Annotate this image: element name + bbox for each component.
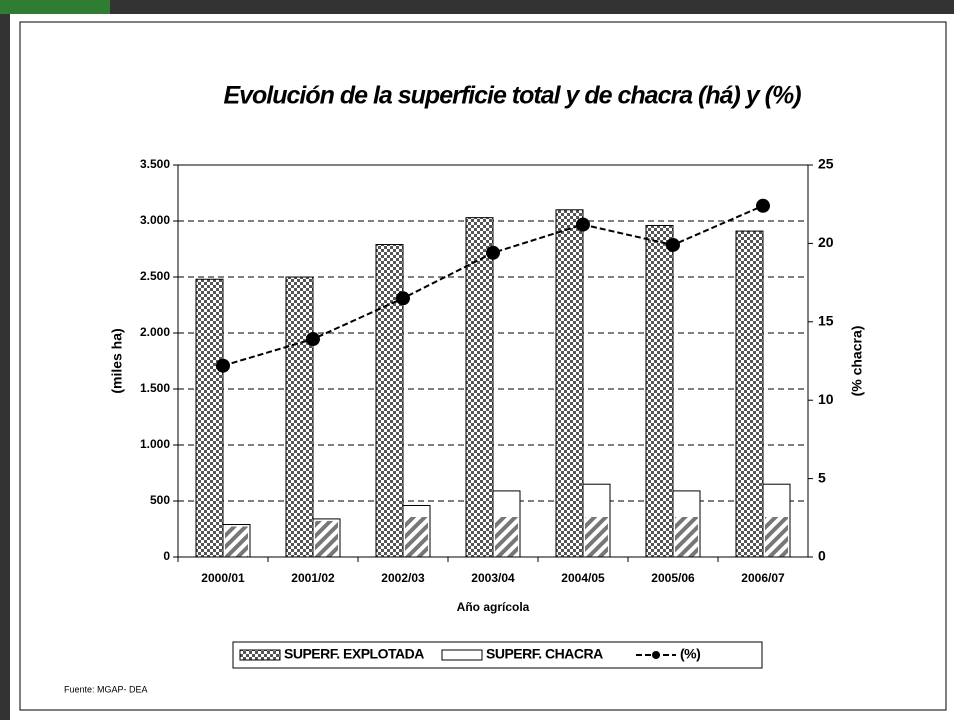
bar [735,230,764,558]
line-marker [396,291,410,306]
line-marker [666,237,680,252]
y2-tick-label: 10 [818,391,834,407]
bar [375,244,404,558]
line-marker [576,217,590,232]
legend-label: SUPERF. EXPLOTADA [284,646,424,662]
x-tick-label: 2004/05 [561,571,605,585]
x-axis-title: Año agrícola [457,600,530,614]
y2-tick-label: 15 [818,313,834,329]
frame-accent [0,0,110,14]
x-tick-label: 2006/07 [741,571,785,585]
y-tick-label: 2.500 [140,269,170,283]
x-tick-label: 2005/06 [651,571,695,585]
bar-hatch [315,520,338,557]
bar-hatch [585,517,608,557]
y-tick-label: 2.000 [140,325,170,339]
line-marker [486,245,500,260]
bar-hatch [495,517,518,557]
y-tick-label: 500 [150,493,170,507]
bar [555,209,584,558]
y-tick-label: 3.000 [140,213,170,227]
bar-hatch [405,517,428,557]
x-tick-label: 2002/03 [381,571,425,585]
x-tick-label: 2003/04 [471,571,515,585]
source-note: Fuente: MGAP- DEA [64,684,148,694]
bar-hatch [225,526,248,557]
bar [465,217,494,558]
legend-label: SUPERF. CHACRA [486,646,603,662]
bar [285,276,314,558]
y2-tick-label: 5 [818,469,826,485]
y-tick-label: 3.500 [140,157,170,171]
x-tick-label: 2000/01 [201,571,245,585]
bar [195,278,224,558]
legend-swatch [441,649,483,661]
legend-label: (%) [680,646,700,662]
y2-tick-label: 25 [818,156,834,172]
bar-hatch [765,517,788,557]
bar [645,224,674,558]
line-marker [216,358,230,373]
y2-axis-title: (% chacra) [849,326,865,397]
y2-tick-label: 20 [818,234,834,250]
y-tick-label: 1.500 [140,381,170,395]
legend-swatch [239,649,281,661]
line-marker [306,332,320,347]
bar-hatch [675,517,698,557]
legend-marker [652,651,660,659]
y-tick-label: 0 [163,549,170,563]
y-axis-title: (miles ha) [109,328,125,393]
line-marker [756,198,770,213]
chart-title: Evolución de la superficie total y de ch… [223,82,801,110]
x-tick-label: 2001/02 [291,571,335,585]
y2-tick-label: 0 [818,548,826,564]
y-tick-label: 1.000 [140,437,170,451]
